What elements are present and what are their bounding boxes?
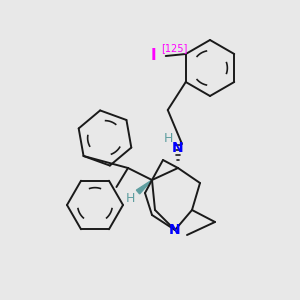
Text: N: N	[172, 141, 184, 155]
Polygon shape	[136, 180, 152, 194]
Text: H: H	[163, 131, 173, 145]
Text: [125]: [125]	[161, 43, 187, 53]
Text: N: N	[169, 223, 181, 237]
Text: H: H	[125, 191, 135, 205]
Text: I: I	[150, 49, 156, 64]
